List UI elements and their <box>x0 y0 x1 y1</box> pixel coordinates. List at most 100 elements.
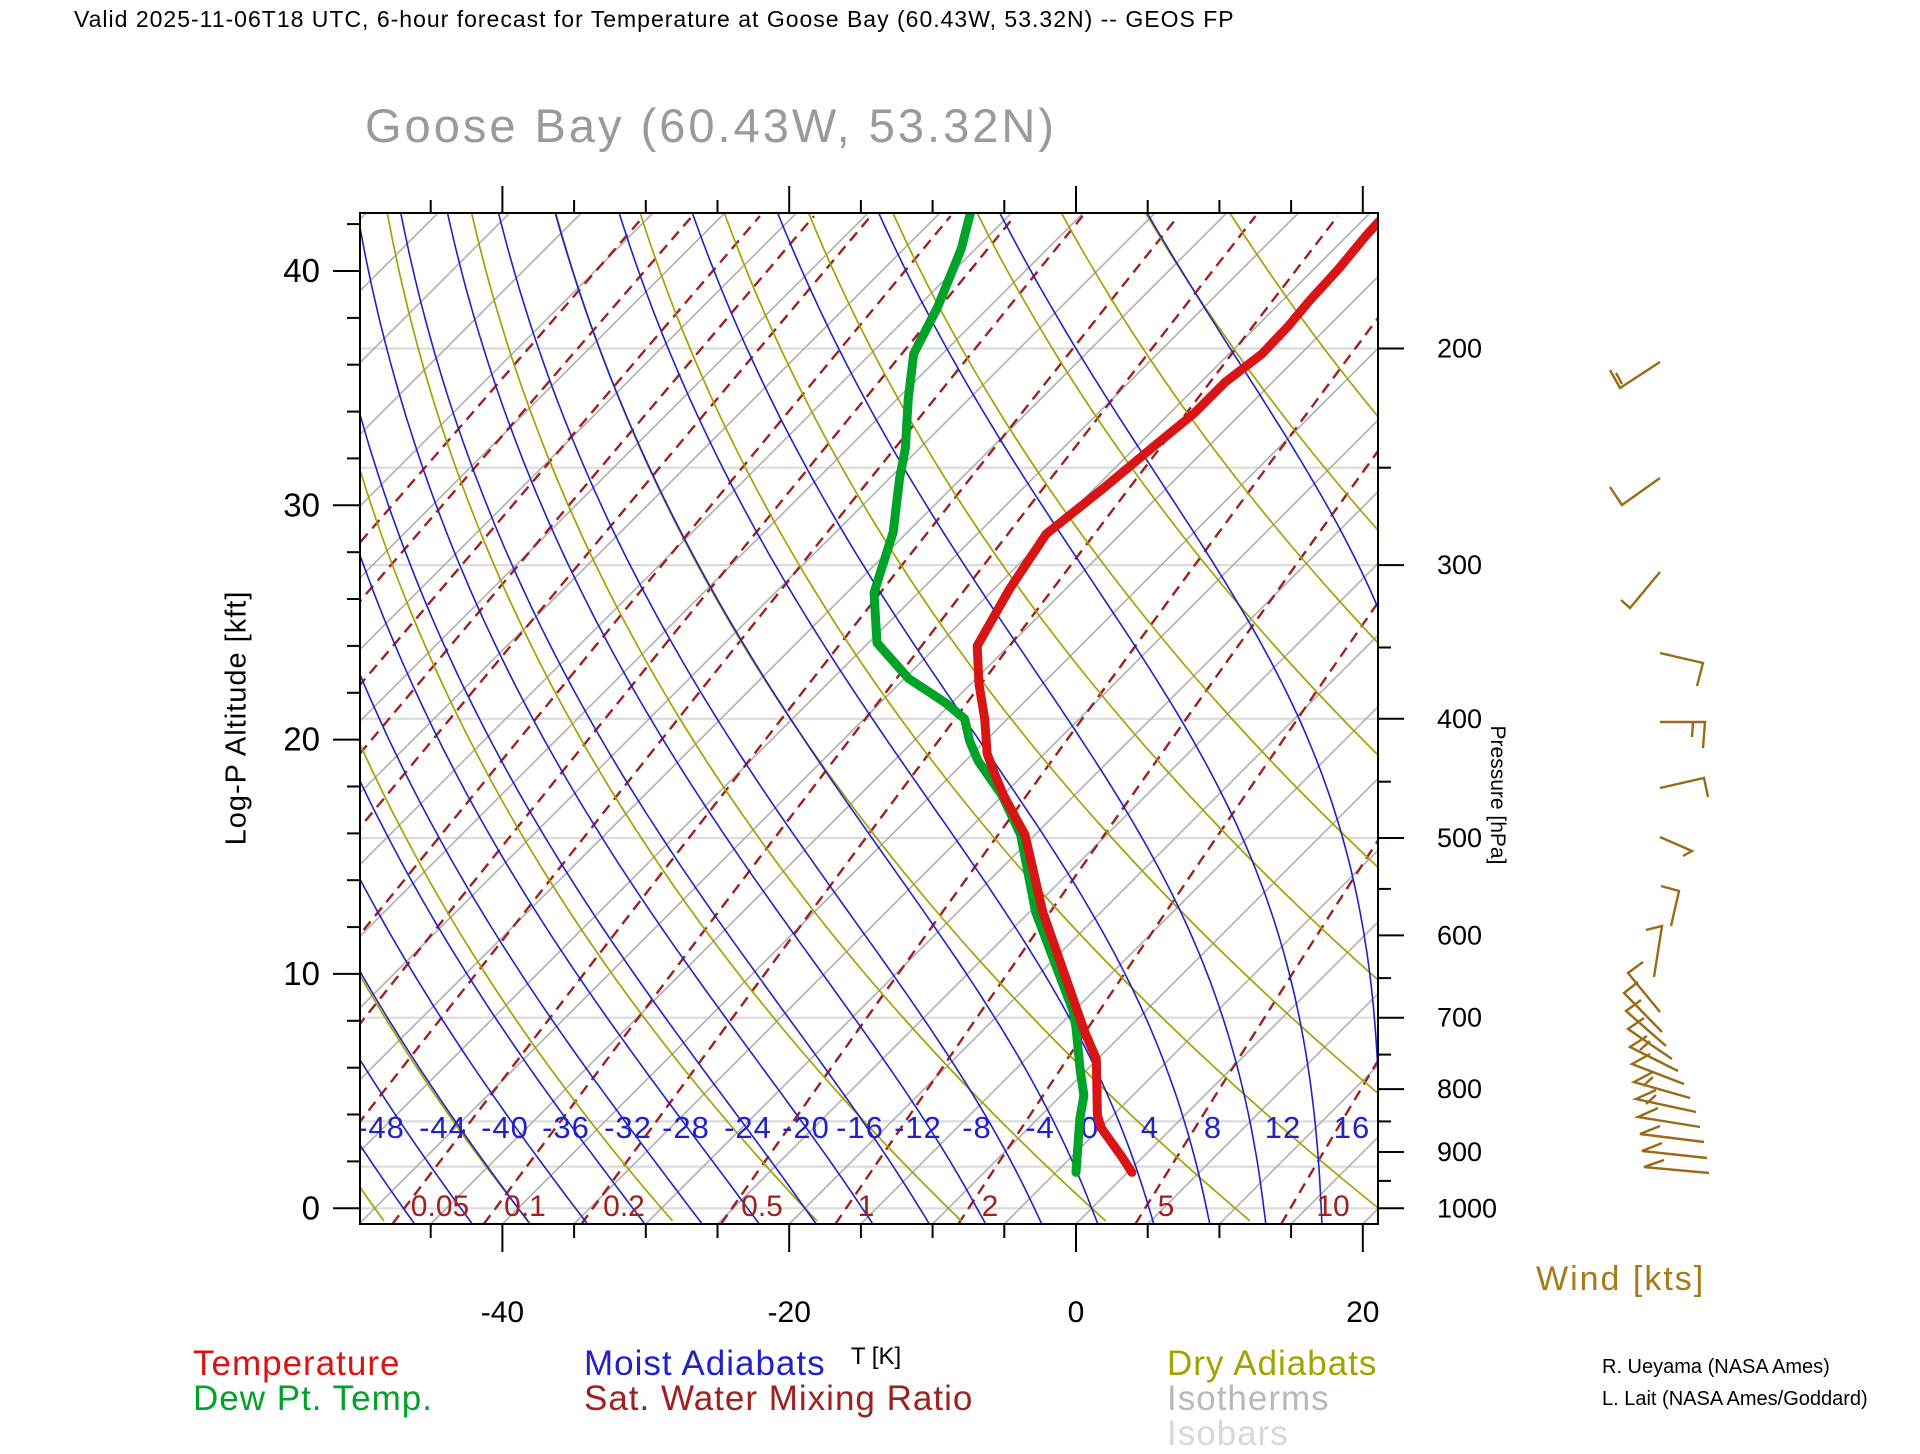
wind-barb <box>1622 981 1663 1033</box>
dry-adiabat-line-70 <box>1060 213 1378 645</box>
moist-adiabat-line-12 <box>776 213 1267 1224</box>
isotherm-line <box>360 213 941 794</box>
mixing-ratio-line-0.05 <box>391 215 1180 1224</box>
isotherm-line <box>360 213 654 508</box>
mixing-ratio-label: 0.05 <box>411 1190 469 1223</box>
kft-tick-label: 0 <box>302 1189 320 1226</box>
wind-barb <box>1645 924 1664 978</box>
kft-tick-label: 20 <box>283 721 320 758</box>
x-tick-label: 0 <box>1068 1296 1085 1329</box>
isotherm-line <box>360 213 582 436</box>
moist-adiabat-line--24 <box>360 553 761 1224</box>
dewpoint-curve <box>869 213 1089 1177</box>
wind-barb <box>1660 884 1681 927</box>
wind-barb <box>1645 1094 1657 1105</box>
mixing-ratio-line-1 <box>834 449 1378 1224</box>
wind-barb <box>1633 1106 1701 1129</box>
pressure-tick-label: 800 <box>1437 1074 1482 1104</box>
isotherm-line <box>360 213 367 221</box>
mixing-ratio-line-5 <box>1134 838 1378 1224</box>
dry-adiabat-line-20 <box>639 213 1378 1209</box>
isotherm-line <box>501 347 1378 1224</box>
isotherm-line <box>932 777 1378 1224</box>
isotherm-line <box>645 490 1378 1224</box>
kft-tick-label: 10 <box>283 955 320 992</box>
wind-barb <box>1625 1017 1673 1060</box>
pressure-tick-label: 900 <box>1437 1137 1482 1167</box>
moist-adiabat-line-16 <box>877 213 1323 1224</box>
wind-barb <box>1609 477 1661 507</box>
moist-adiabat-label: -16 <box>836 1110 884 1145</box>
wind-barb <box>1659 776 1710 798</box>
y-axis-left-title: Log-P Altitude [kft] <box>220 590 253 846</box>
moist-adiabat-label: -32 <box>604 1110 652 1145</box>
moist-adiabat-line--32 <box>360 779 646 1224</box>
isotherm-line <box>1147 992 1378 1224</box>
moist-adiabat-line--4 <box>497 213 1043 1224</box>
wind-barb <box>1639 1124 1705 1144</box>
credit-line-1: R. Ueyama (NASA Ames) <box>1602 1356 1830 1378</box>
isotherm-line <box>1003 849 1378 1224</box>
x-tick-label: -40 <box>481 1296 524 1329</box>
moist-adiabat-line--28 <box>360 672 704 1224</box>
mixing-ratio-line-0.0001 <box>360 215 645 545</box>
dry-adiabat-line--50 <box>360 1185 385 1222</box>
isotherm-line <box>360 213 1228 1081</box>
kft-tick-label: 40 <box>283 252 320 289</box>
legend-temperature: Temperature <box>193 1344 401 1383</box>
dry-adiabat-line--20 <box>360 466 818 1222</box>
mixing-ratio-line-20 <box>1438 216 1920 1224</box>
legend-isotherms: Isotherms <box>1167 1379 1330 1418</box>
mixing-ratio-label: 2 <box>982 1190 999 1223</box>
mixing-ratio-line-0.005 <box>360 215 952 937</box>
moist-adiabat-label: -12 <box>894 1110 942 1145</box>
mixing-ratio-line-0.1 <box>482 215 1257 1224</box>
wind-axis-title: Wind [kts] <box>1536 1260 1706 1298</box>
legend-sat-water-mixing-ratio: Sat. Water Mixing Ratio <box>584 1379 974 1418</box>
dry-adiabat-line-90 <box>1229 213 1378 418</box>
pressure-tick-label: 700 <box>1437 1003 1482 1033</box>
legend-moist-adiabats: Moist Adiabats <box>584 1344 826 1383</box>
moist-adiabat-label: 16 <box>1334 1110 1370 1145</box>
mixing-ratio-line-0.02 <box>360 215 1084 1124</box>
moist-adiabat-label: -36 <box>542 1110 590 1145</box>
plot-title: Goose Bay (60.43W, 53.32N) <box>365 99 1057 152</box>
dry-adiabat-line-40 <box>807 213 1378 982</box>
legend-dry-adiabats: Dry Adiabats <box>1167 1344 1378 1383</box>
legend-dewpoint: Dew Pt. Temp. <box>193 1379 433 1418</box>
wind-barb <box>1660 720 1707 749</box>
credit-line-2: L. Lait (NASA Ames/Goddard) <box>1602 1388 1868 1410</box>
wind-barbs <box>1608 360 1710 1175</box>
moist-adiabat-label: -44 <box>419 1110 467 1145</box>
moist-adiabat-label: 12 <box>1265 1110 1301 1145</box>
wind-barb <box>1639 1040 1651 1051</box>
isotherm-line <box>360 213 797 651</box>
kft-tick-label: 30 <box>283 486 320 523</box>
pressure-tick-label: 300 <box>1437 550 1482 580</box>
mixing-ratio-line-0.2 <box>580 215 1339 1224</box>
moist-adiabat-line-4 <box>618 213 1155 1224</box>
plot-area: -48 -44 -40 -36 -32 -28 -24 -20 -16 -12 -8 -4 0 4 8 12 1… <box>360 213 1920 1224</box>
wind-barb <box>1630 1070 1691 1100</box>
mixing-ratio-label: 10 <box>1316 1190 1349 1223</box>
x-tick-label: 20 <box>1346 1296 1379 1329</box>
wind-barb <box>1659 835 1695 858</box>
wind-barb <box>1641 1141 1708 1160</box>
y-axis-right-title: Pressure [hPa] <box>1486 725 1509 865</box>
moist-adiabat-label: 4 <box>1141 1110 1159 1145</box>
wind-barb <box>1608 360 1661 390</box>
wind-barb <box>1614 372 1624 385</box>
mixing-ratio-label: 1 <box>858 1190 875 1223</box>
mixing-ratio-line-0.002 <box>360 215 872 830</box>
isotherm-line <box>573 418 1378 1224</box>
temperature-curve <box>972 215 1378 1177</box>
wind-barb <box>1643 1158 1710 1175</box>
moist-adiabat-line--40 <box>360 969 531 1224</box>
isotherm-line <box>860 705 1378 1224</box>
wind-barb <box>1624 999 1667 1047</box>
pressure-tick-label: 1000 <box>1437 1193 1497 1223</box>
isotherm-line <box>1075 920 1378 1224</box>
wind-barb <box>1626 961 1661 1013</box>
dry-adiabat-line--30 <box>360 742 674 1222</box>
